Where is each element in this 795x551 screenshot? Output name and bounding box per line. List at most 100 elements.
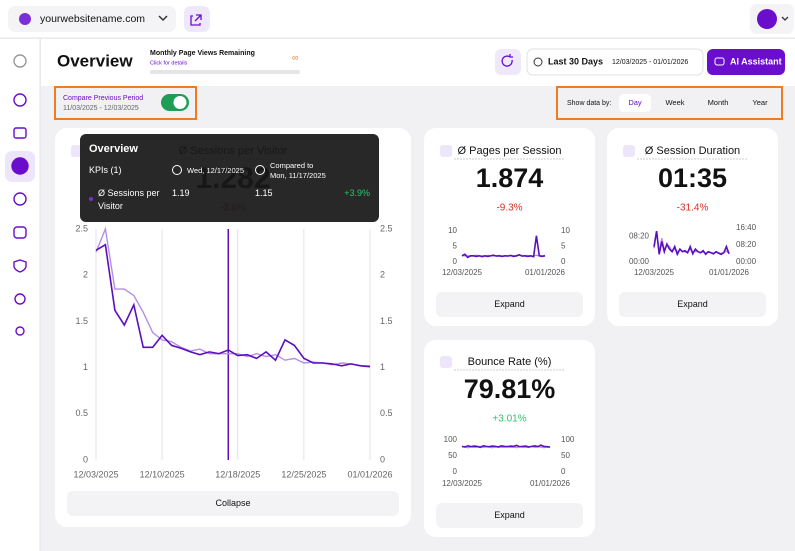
clock-icon — [533, 57, 543, 67]
x-tick-label: 01/01/2026 — [347, 469, 392, 479]
nav-icon[interactable] — [13, 226, 27, 239]
y-tick-label: 2.5 — [380, 223, 393, 233]
card-icon — [440, 145, 452, 157]
y-tick-label: 2.5 — [75, 223, 88, 233]
x-tick-label: 12/10/2025 — [140, 469, 185, 479]
tooltip: Overview KPIs (1) Wed, 12/17/2025 Compar… — [80, 134, 379, 222]
kpi-card — [424, 128, 595, 326]
tooltip-compared-date: Mon, 11/17/2025 — [270, 171, 326, 180]
y-tick-label: 0 — [380, 454, 385, 464]
site-name: yourwebsitename.com — [40, 13, 145, 25]
range-dates: 12/03/2025 - 01/01/2026 — [612, 59, 688, 66]
y-tick-label: 08:20 — [629, 231, 650, 240]
y-tick-label: 50 — [561, 451, 570, 460]
avatar — [757, 9, 777, 29]
option[interactable]: Day — [628, 98, 642, 107]
quota-link[interactable]: Click for details — [150, 60, 188, 66]
series-dot — [89, 197, 93, 201]
card-change: -31.4% — [677, 203, 709, 214]
tooltip-title: Overview — [89, 143, 138, 155]
x-tick-label: 01/01/2026 — [525, 268, 566, 277]
tooltip-current: 1.19 — [172, 188, 190, 198]
external-icon — [190, 14, 202, 26]
ai-icon — [714, 57, 725, 66]
quota-label: Monthly Page Views Remaining — [150, 50, 255, 57]
series-line — [461, 235, 546, 259]
nav-icon[interactable] — [15, 326, 25, 336]
highlight-box — [54, 86, 197, 120]
refresh-button[interactable] — [495, 49, 521, 75]
nav-icon[interactable] — [13, 54, 27, 68]
y-tick-label: 50 — [448, 451, 457, 460]
option[interactable]: Week — [665, 98, 684, 107]
ai-label: AI Assistant — [730, 56, 782, 66]
card-button[interactable] — [619, 292, 766, 317]
card-change: -9.3% — [496, 203, 522, 214]
series-line — [461, 444, 551, 449]
y-tick-label: 0 — [453, 467, 458, 476]
option[interactable]: Year — [752, 98, 768, 107]
date-range-button[interactable] — [526, 48, 704, 76]
nav-icon[interactable] — [13, 259, 27, 273]
sidebar — [0, 39, 40, 551]
card-button[interactable] — [67, 491, 399, 516]
y-tick-label: 0.5 — [380, 408, 393, 418]
kpi-card — [607, 128, 778, 326]
button-label: Expand — [494, 299, 525, 309]
card-value: 79.81% — [464, 374, 556, 404]
y-tick-label: 1 — [380, 362, 385, 372]
card-value: 1.874 — [476, 163, 544, 193]
button-label: Collapse — [215, 498, 250, 508]
nav-icon — [11, 157, 29, 175]
highlight-box — [556, 86, 783, 120]
nav-icon[interactable] — [13, 93, 27, 107]
card-title: Bounce Rate (%) — [468, 356, 552, 368]
y-tick-label: 0.5 — [75, 408, 88, 418]
quota-value: ∞ — [292, 52, 298, 62]
card-value: 01:35 — [658, 163, 727, 193]
y-tick-label: 00:00 — [736, 257, 757, 266]
range-label: Last 30 Days — [548, 56, 603, 66]
x-tick-label: 12/03/2025 — [73, 469, 118, 479]
option[interactable]: Month — [708, 98, 729, 107]
chevron — [781, 16, 789, 21]
site-icon — [19, 13, 31, 25]
button-label: Expand — [494, 510, 525, 520]
card-change: +3.01% — [492, 414, 526, 425]
y-tick-label: 1.5 — [75, 316, 88, 326]
x-tick-label: 12/18/2025 — [215, 469, 260, 479]
x-tick-label: 12/25/2025 — [281, 469, 326, 479]
card-title: Ø Pages per Session — [458, 145, 562, 157]
nav-icon[interactable] — [13, 127, 27, 139]
card-icon — [623, 145, 635, 157]
y-tick-label: 16:40 — [736, 223, 757, 232]
y-tick-label: 0 — [561, 467, 566, 476]
x-tick-label: 01/01/2026 — [530, 479, 571, 488]
y-tick-label: 0 — [453, 257, 458, 266]
card-button[interactable] — [436, 503, 583, 528]
y-tick-label: 1.5 — [380, 316, 393, 326]
x-tick-label: 01/01/2026 — [709, 268, 750, 277]
card-button[interactable] — [436, 292, 583, 317]
clock-icon — [172, 165, 182, 175]
tooltip-compared-label: Compared to — [270, 161, 314, 170]
button-label: Expand — [677, 299, 708, 309]
tooltip-change: +3.9% — [344, 188, 370, 198]
site-selector[interactable] — [8, 6, 176, 32]
x-tick-label: 12/03/2025 — [442, 479, 483, 488]
y-tick-label: 5 — [561, 242, 566, 251]
tooltip-date: Wed, 12/17/2025 — [187, 166, 244, 175]
toggle-knob — [173, 96, 187, 109]
compare-label: Compare Previous Period — [63, 95, 143, 102]
kpi-card — [55, 128, 411, 527]
chevron — [158, 15, 168, 22]
x-tick-label: 12/03/2025 — [442, 268, 483, 277]
ai-button[interactable] — [707, 49, 785, 75]
y-tick-label: 5 — [453, 242, 458, 251]
nav-icon[interactable] — [14, 293, 26, 305]
y-tick-label: 0 — [561, 257, 566, 266]
quota-bar — [150, 70, 300, 74]
nav-icon[interactable] — [13, 192, 27, 206]
